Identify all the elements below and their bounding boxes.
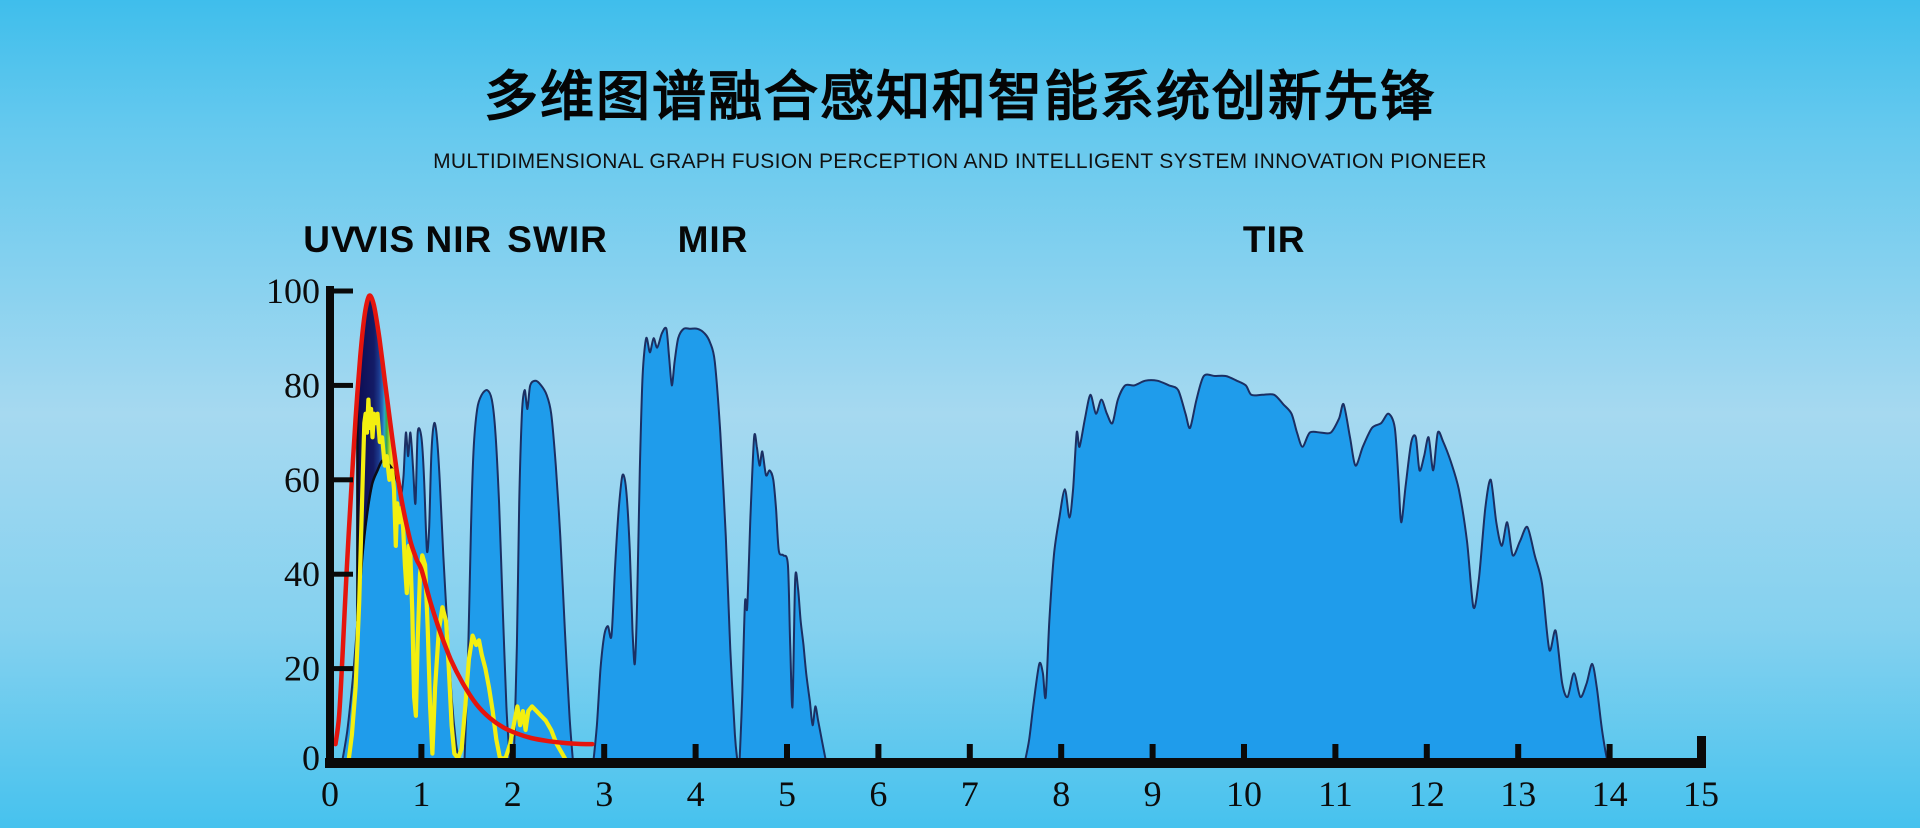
y-tick-label-20: 20 xyxy=(284,649,320,689)
band-label-vis: VIS xyxy=(353,219,416,260)
x-tick-label-5: 5 xyxy=(778,774,796,814)
x-axis xyxy=(325,758,1706,768)
x-tick-2 xyxy=(509,744,516,760)
x-tick-label-0: 0 xyxy=(321,774,339,814)
x-tick-13 xyxy=(1515,744,1522,760)
band-label-swir: SWIR xyxy=(507,219,608,260)
band-label-nir: NIR xyxy=(426,219,493,260)
transmission-window-area-3 xyxy=(512,379,575,764)
x-tick-label-7: 7 xyxy=(961,774,979,814)
x-tick-label-12: 12 xyxy=(1409,774,1445,814)
x-tick-label-10: 10 xyxy=(1226,774,1262,814)
y-tick-label-60: 60 xyxy=(284,460,320,500)
x-tick-10 xyxy=(1241,744,1247,760)
y-tick-label-0: 0 xyxy=(302,738,320,778)
x-tick-label-15: 15 xyxy=(1683,774,1719,814)
page-title: 多维图谱融合感知和智能系统创新先锋 xyxy=(484,67,1436,127)
x-tick-4 xyxy=(692,744,699,760)
band-label-tir: TIR xyxy=(1243,219,1306,260)
solar-spectrum-curve xyxy=(346,397,570,766)
x-tick-3 xyxy=(601,744,608,760)
y-tick-80 xyxy=(334,382,353,388)
x-axis-end-cap xyxy=(1697,736,1706,764)
transmission-window-area-2 xyxy=(463,389,512,764)
x-tick-1 xyxy=(418,744,425,760)
x-tick-label-3: 3 xyxy=(595,774,613,814)
x-tick-6 xyxy=(875,744,882,760)
transmission-window-area-5 xyxy=(738,432,828,764)
x-tick-11 xyxy=(1332,744,1339,760)
y-tick-60 xyxy=(334,477,353,483)
x-tick-5 xyxy=(784,744,790,760)
transmission-window-area-4 xyxy=(592,326,739,764)
y-tick-20 xyxy=(334,666,353,672)
x-tick-8 xyxy=(1058,744,1065,760)
x-tick-12 xyxy=(1423,744,1430,760)
x-tick-label-9: 9 xyxy=(1144,774,1162,814)
band-label-uv: UV xyxy=(303,219,356,260)
x-tick-label-4: 4 xyxy=(687,774,705,814)
x-tick-label-11: 11 xyxy=(1318,774,1353,814)
transmission-window-area-6 xyxy=(1023,373,1610,764)
page-subtitle: MULTIDIMENSIONAL GRAPH FUSION PERCEPTION… xyxy=(433,150,1487,173)
blackbody-curve xyxy=(333,293,595,747)
x-tick-9 xyxy=(1149,744,1156,760)
y-tick-label-80: 80 xyxy=(284,365,320,405)
band-label-mir: MIR xyxy=(678,219,749,260)
visible-spectrum-gradient-peak xyxy=(357,295,402,622)
y-tick-label-100: 100 xyxy=(266,271,320,311)
y-tick-100 xyxy=(334,288,353,294)
x-tick-label-14: 14 xyxy=(1592,774,1628,814)
x-tick-label-8: 8 xyxy=(1052,774,1070,814)
x-tick-14 xyxy=(1606,744,1613,760)
y-tick-40 xyxy=(334,571,353,577)
x-tick-label-6: 6 xyxy=(869,774,887,814)
x-tick-label-2: 2 xyxy=(504,774,522,814)
x-tick-label-13: 13 xyxy=(1500,774,1536,814)
y-tick-label-40: 40 xyxy=(284,554,320,594)
x-tick-7 xyxy=(966,744,973,760)
x-tick-label-1: 1 xyxy=(412,774,430,814)
y-axis xyxy=(326,286,334,768)
